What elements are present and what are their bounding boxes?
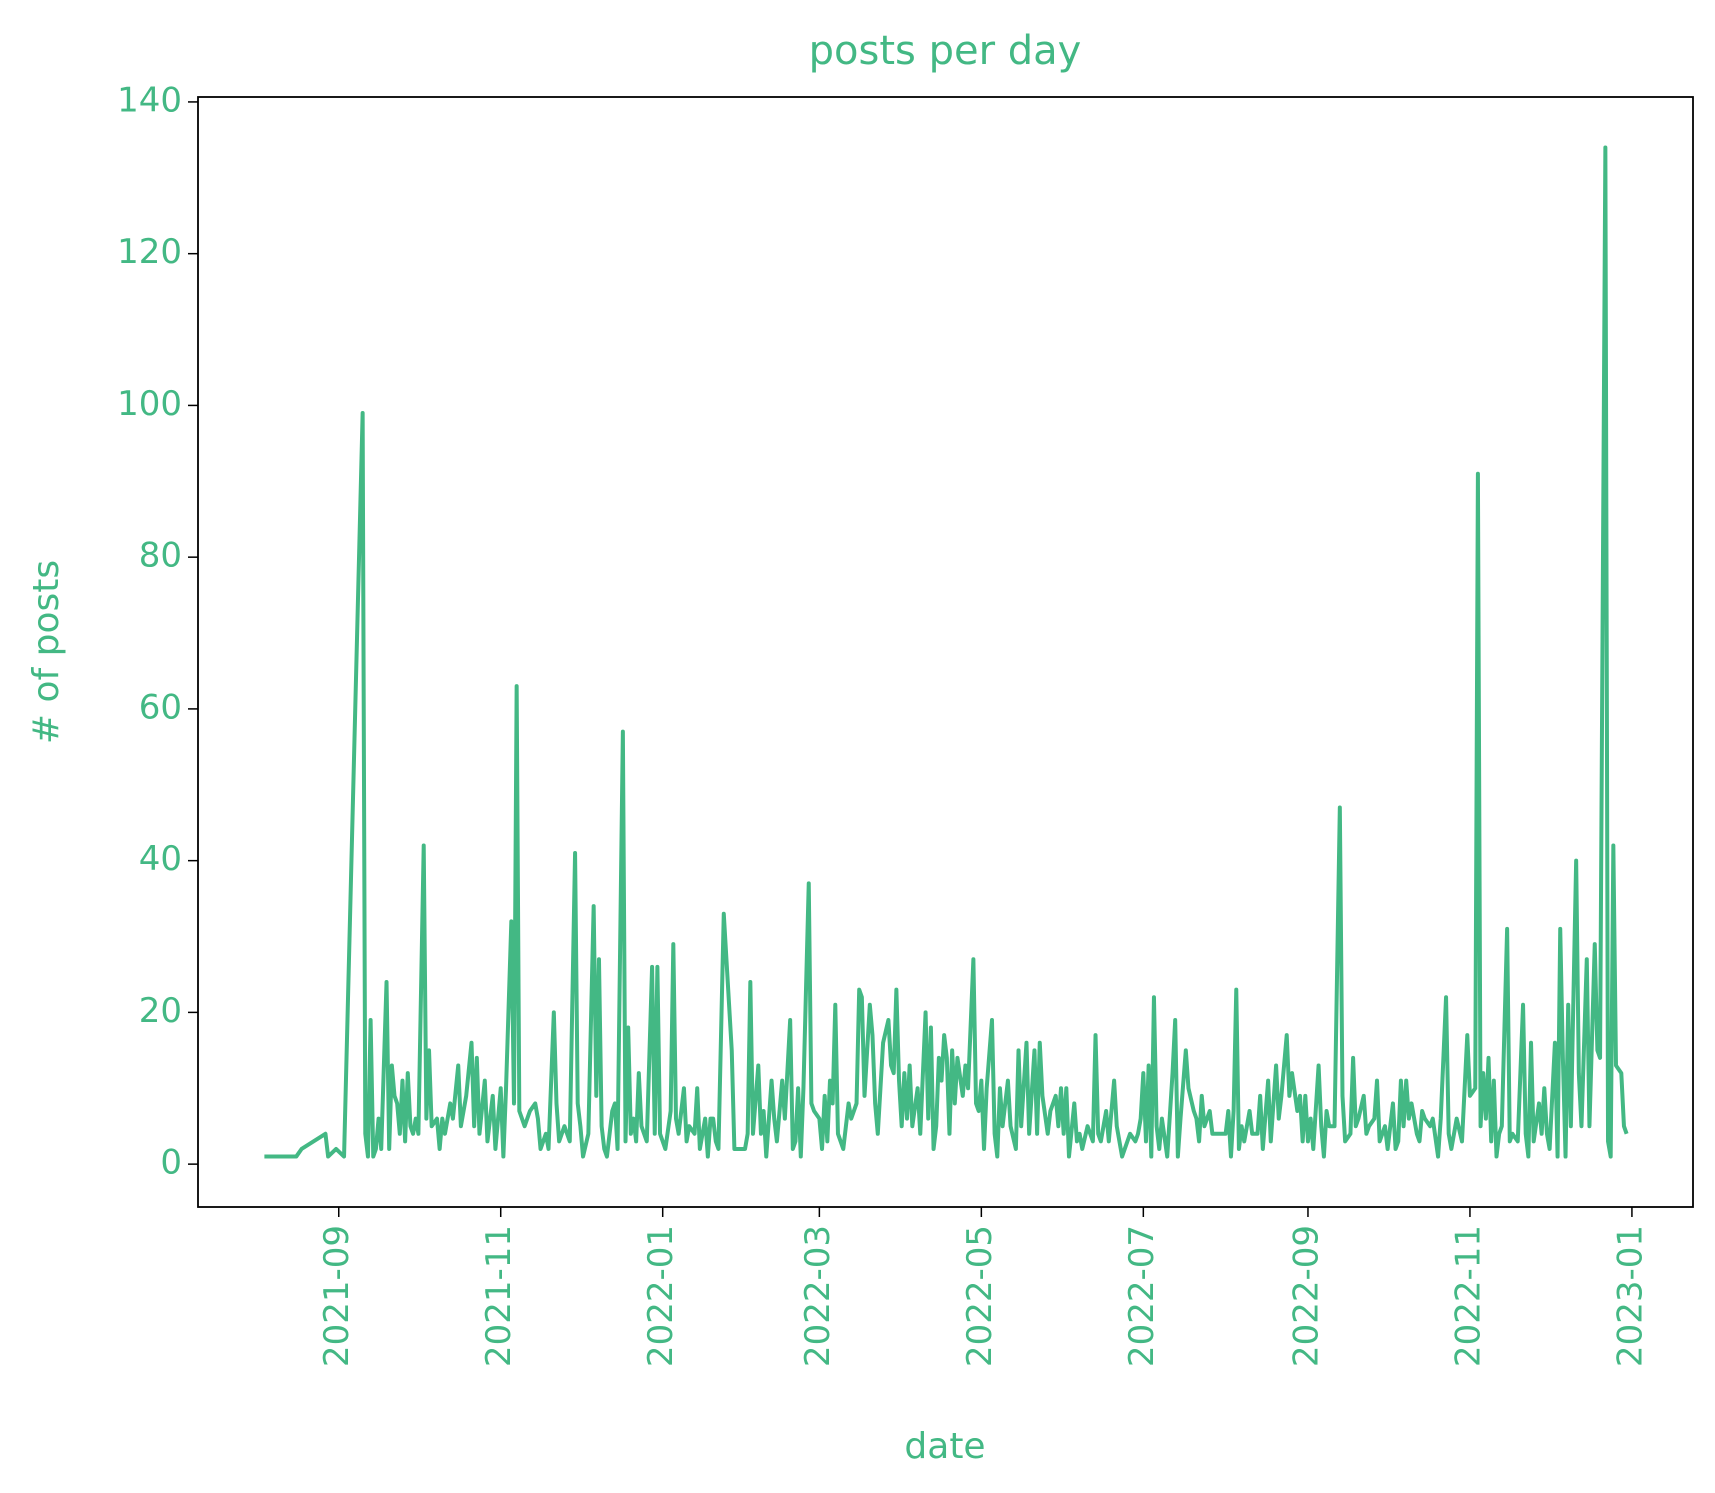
x-tick-label: 2022-07 bbox=[1122, 1225, 1162, 1367]
x-tick-label: 2022-05 bbox=[960, 1225, 1000, 1367]
x-tick-label: 2021-09 bbox=[317, 1225, 357, 1367]
plot-frame bbox=[197, 96, 1694, 1208]
data-line bbox=[264, 145, 1629, 1159]
y-tick-label: 20 bbox=[139, 991, 182, 1031]
x-tick-label: 2022-09 bbox=[1286, 1225, 1326, 1367]
x-tick-label: 2022-11 bbox=[1448, 1225, 1488, 1367]
x-tick-label: 2022-03 bbox=[798, 1225, 838, 1367]
y-tick-label: 140 bbox=[117, 80, 182, 120]
y-axis-label: # of posts bbox=[26, 560, 67, 744]
x-axis-label: date bbox=[904, 1426, 985, 1467]
y-tick-label: 60 bbox=[139, 687, 182, 727]
y-tick-label: 100 bbox=[117, 384, 182, 424]
y-tick-label: 120 bbox=[117, 232, 182, 272]
x-tick-label: 2021-11 bbox=[479, 1225, 519, 1367]
x-tick-label: 2023-01 bbox=[1610, 1225, 1650, 1367]
y-tick-label: 80 bbox=[139, 536, 182, 576]
x-tick-label: 2022-01 bbox=[641, 1225, 681, 1367]
chart-title: posts per day bbox=[809, 28, 1082, 74]
y-tick-label: 40 bbox=[139, 839, 182, 879]
y-tick-label: 0 bbox=[160, 1143, 182, 1183]
